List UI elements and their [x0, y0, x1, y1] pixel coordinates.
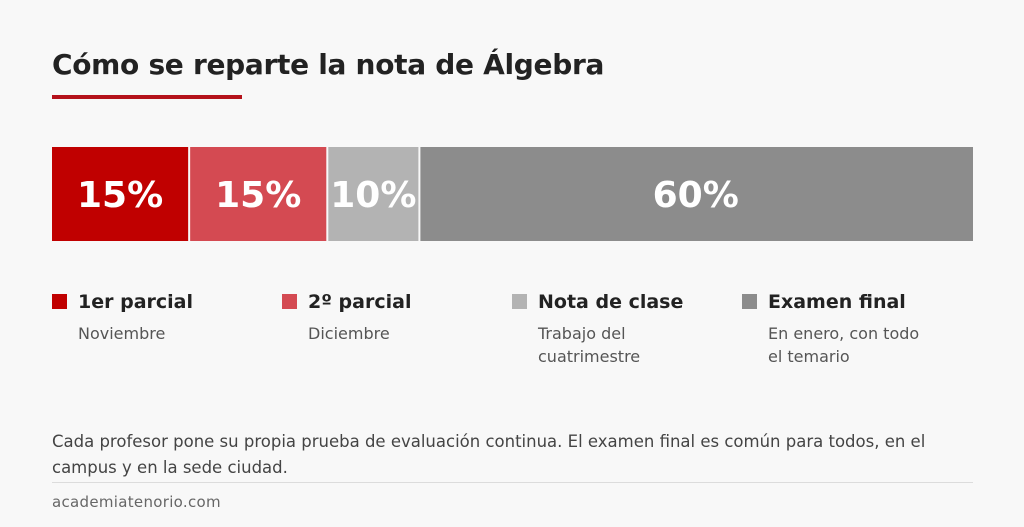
legend-label: 2º parcial	[308, 291, 412, 313]
bar-value-label: 15%	[77, 175, 163, 216]
bar-segment	[420, 147, 973, 241]
legend-label: Examen final	[768, 291, 906, 313]
bar-value-label: 15%	[215, 175, 301, 216]
legend-label: 1er parcial	[78, 291, 193, 313]
footnote: Cada profesor pone su propia prueba de e…	[52, 432, 926, 477]
legend-swatch	[52, 294, 67, 309]
chart-title: Cómo se reparte la nota de Álgebra	[52, 48, 605, 81]
title-underline	[52, 95, 242, 99]
stacked-bar-chart: 15% 15% 10% 60%	[52, 147, 973, 241]
legend-description: Noviembre	[78, 324, 166, 343]
legend-swatch	[282, 294, 297, 309]
legend-description: En enero, con todo el temario	[768, 324, 920, 366]
legend-label: Nota de clase	[538, 291, 684, 313]
stacked-bar: 15% 15% 10% 60%	[52, 147, 973, 241]
site-url: academiatenorio.com	[52, 493, 221, 511]
footer-divider	[52, 482, 973, 483]
legend-swatch	[742, 294, 757, 309]
bar-segment	[52, 147, 189, 241]
legend-description: Diciembre	[308, 324, 390, 343]
legend: 1er parcial Noviembre 2º parcial Diciembre N…	[52, 291, 973, 371]
legend-swatch	[512, 294, 527, 309]
bar-segment	[190, 147, 327, 241]
bar-value-label: 10%	[330, 175, 416, 216]
bar-value-label: 60%	[653, 175, 739, 216]
bar-segment	[328, 147, 419, 241]
legend-description: Trabajo del cuatrimestre	[538, 324, 641, 366]
